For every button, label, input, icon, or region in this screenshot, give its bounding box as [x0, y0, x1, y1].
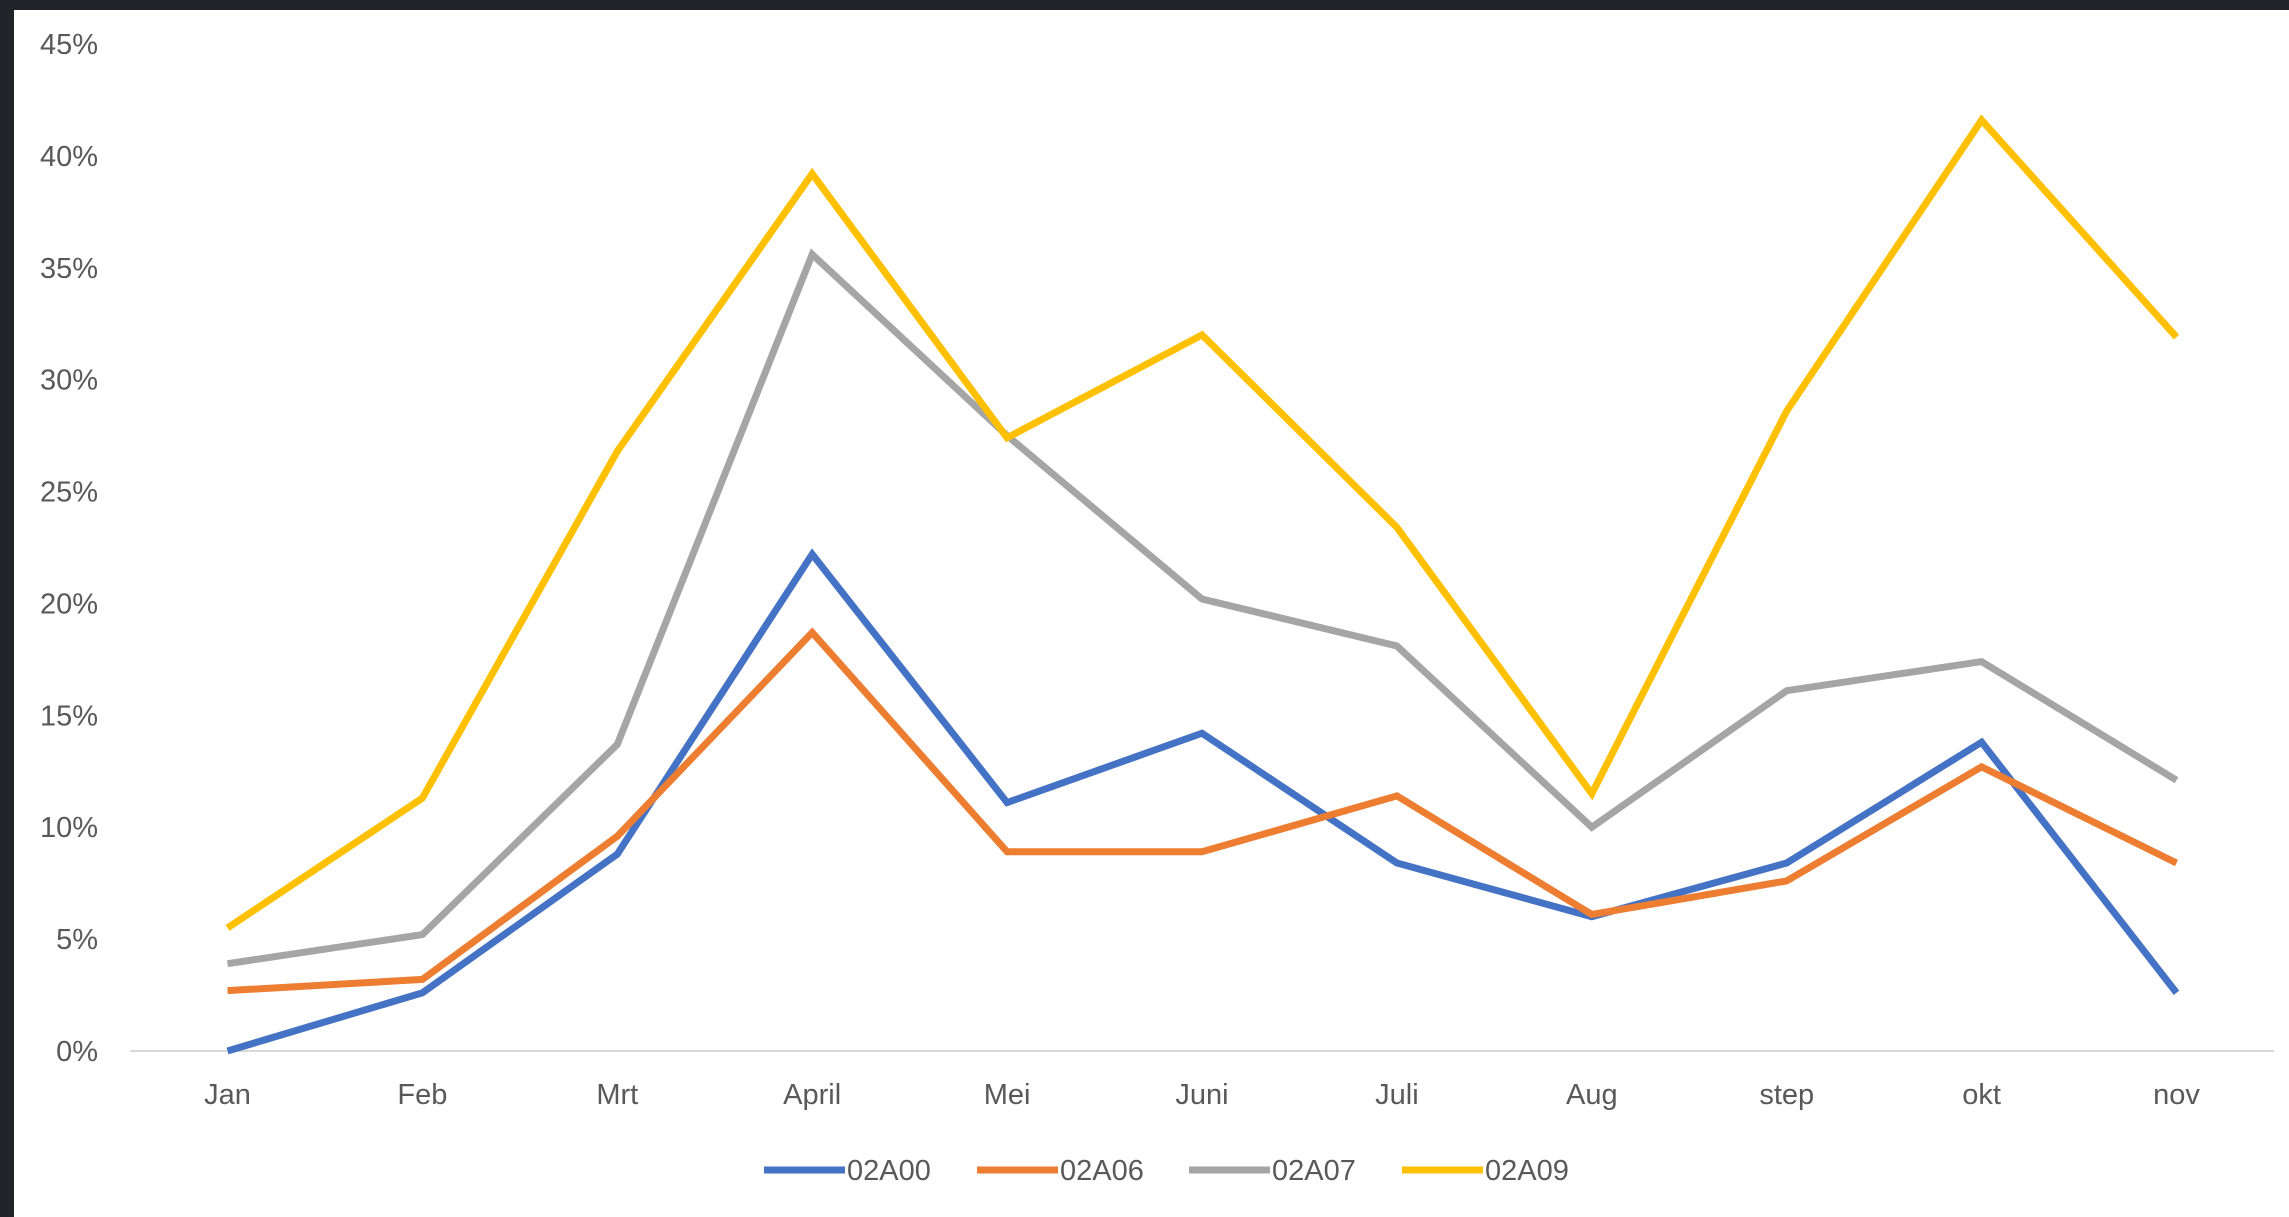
x-tick-label: Mei	[984, 1079, 1031, 1111]
y-tick-label: 10%	[40, 812, 98, 844]
series-line-02a06	[227, 627, 2179, 995]
y-tick-label: 25%	[40, 477, 98, 509]
x-tick-label: nov	[2153, 1079, 2200, 1111]
legend-label-02a09: 02A09	[1485, 1155, 1569, 1187]
y-tick-label: 45%	[40, 29, 98, 61]
legend-label-02a06: 02A06	[1060, 1155, 1144, 1187]
x-tick-label: Aug	[1566, 1079, 1618, 1111]
series-line-02a09	[225, 114, 2180, 931]
x-axis-tick-labels: Jan Feb Mrt April Mei Juni Juli Aug step okt nov	[204, 1079, 2200, 1111]
y-tick-label: 15%	[40, 700, 98, 732]
series-line-02a07	[226, 248, 2179, 968]
y-tick-label: 30%	[40, 365, 98, 397]
x-tick-label: Juli	[1375, 1079, 1419, 1111]
y-tick-label: 0%	[56, 1036, 98, 1068]
y-tick-label: 35%	[40, 253, 98, 285]
x-tick-label: Juni	[1175, 1079, 1228, 1111]
y-axis-tick-labels: 0% 5% 10% 15% 20% 25% 30% 35% 40% 45%	[40, 29, 98, 1068]
legend-label-02a00: 02A00	[847, 1155, 931, 1187]
x-tick-label: step	[1759, 1079, 1814, 1111]
legend-label-02a07: 02A07	[1272, 1155, 1356, 1187]
y-tick-label: 20%	[40, 588, 98, 620]
y-tick-label: 40%	[40, 141, 98, 173]
y-tick-label: 5%	[56, 924, 98, 956]
series-lines	[225, 114, 2180, 1055]
line-chart: 0% 5% 10% 15% 20% 25% 30% 35% 40% 45% Jan Feb Mrt Ap…	[40, 29, 2274, 1187]
x-tick-label: April	[783, 1079, 841, 1111]
chart-container: 0% 5% 10% 15% 20% 25% 30% 35% 40% 45% Jan Feb Mrt Ap…	[14, 10, 2289, 1217]
x-tick-label: Feb	[397, 1079, 447, 1111]
series-line-02a00	[226, 548, 2180, 1055]
x-tick-label: Jan	[204, 1079, 251, 1111]
legend: 02A00 02A06 02A07 02A09	[764, 1155, 1569, 1187]
x-tick-label: okt	[1962, 1079, 2001, 1111]
x-tick-label: Mrt	[596, 1079, 638, 1111]
